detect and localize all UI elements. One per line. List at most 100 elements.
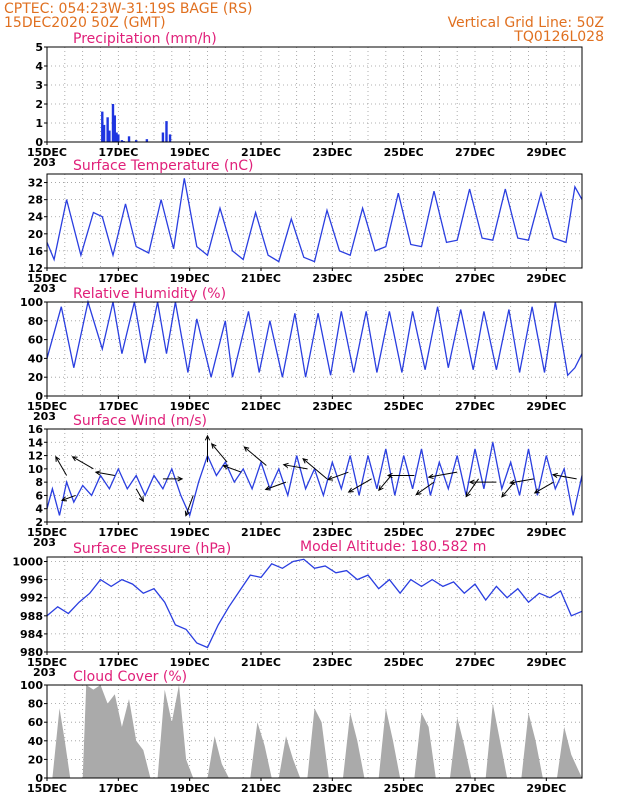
pres-ytick-label: 984 xyxy=(20,628,43,641)
wind-arrow xyxy=(416,481,435,495)
wind-arrow-head xyxy=(222,464,229,470)
wind-frame xyxy=(46,428,583,523)
cloud-xtick-label: 29DEC xyxy=(526,782,566,795)
precip-title: Precipitation (mm/h) xyxy=(73,31,217,47)
temp-xtick-label: 29DEC xyxy=(526,272,566,285)
wind-title: Surface Wind (m/s) xyxy=(73,413,207,429)
wind-xtick-label: 17DEC xyxy=(98,526,138,539)
wind-arrow xyxy=(61,494,76,501)
pres-title: Surface Pressure (hPa) xyxy=(73,541,231,557)
wind-arrow-head xyxy=(465,491,471,498)
pres-xtick-label: 17DEC xyxy=(98,656,138,669)
cloud-frame xyxy=(46,684,583,779)
wind-ytick-label: 4 xyxy=(35,503,43,516)
wind-ytick-label: 14 xyxy=(28,436,44,449)
wind-arrow xyxy=(378,475,392,491)
wind-cut-label: 203 xyxy=(33,536,56,549)
pres-ytick-label: 988 xyxy=(20,610,43,623)
precip-bar xyxy=(161,132,165,142)
temp-title: Surface Temperature (nC) xyxy=(73,158,254,174)
temp-ytick-label: 20 xyxy=(28,228,44,241)
rh-ytick-label: 100 xyxy=(20,296,43,309)
wind-xtick-label: 27DEC xyxy=(455,526,495,539)
precip-xtick-label: 25DEC xyxy=(384,146,424,159)
cloud-xtick-label: 17DEC xyxy=(98,782,138,795)
temp-xtick-label: 25DEC xyxy=(384,272,424,285)
rh-xtick-label: 25DEC xyxy=(384,400,424,413)
wind-arrow-head xyxy=(138,496,144,503)
wind-arrow-head xyxy=(302,458,309,464)
wind-arrow-head xyxy=(264,485,271,491)
cloud-ytick-label: 40 xyxy=(28,735,44,748)
pres-frame xyxy=(46,556,583,653)
wind-arrow xyxy=(302,458,328,480)
wind-arrow xyxy=(223,465,242,473)
wind-arrow xyxy=(327,471,349,481)
wind-xtick-label: 23DEC xyxy=(312,526,352,539)
precip-bar xyxy=(111,104,115,142)
precip-xtick-label: 23DEC xyxy=(312,146,352,159)
precip-bar xyxy=(145,139,149,142)
temp-frame xyxy=(46,173,583,269)
wind-arrow xyxy=(55,456,68,476)
pres-xtick-label: 25DEC xyxy=(384,656,424,669)
wind-arrow-head xyxy=(551,472,558,478)
pres-xtick-label: 15DEC xyxy=(27,656,67,669)
precip-panel: Precipitation (mm/h) 0 1 2 3 4 5 15DEC 17DEC 19DE… xyxy=(27,31,583,169)
rh-ytick-label: 80 xyxy=(28,315,44,328)
temp-ytick-label: 24 xyxy=(28,211,44,224)
model-altitude: Model Altitude: 180.582 m xyxy=(300,539,486,555)
precip-bar xyxy=(127,136,131,142)
pres-xtick-label: 27DEC xyxy=(455,656,495,669)
temp-ytick-label: 16 xyxy=(28,245,44,258)
temp-xtick-label: 19DEC xyxy=(170,272,210,285)
wind-arrow-head xyxy=(94,470,101,476)
precip-ytick-label: 3 xyxy=(35,79,43,92)
wind-ytick-label: 2 xyxy=(35,516,43,529)
wind-arrow-head xyxy=(427,473,434,480)
wind-arrow-head xyxy=(347,487,354,493)
rh-xtick-label: 21DEC xyxy=(241,400,281,413)
pres-panel: Surface Pressure (hPa) 980 984 988 992 996 100… xyxy=(12,541,583,679)
precip-xtick-label: 21DEC xyxy=(241,146,281,159)
wind-arrow xyxy=(243,446,267,466)
rh-series-line xyxy=(46,299,583,378)
wind-arrow xyxy=(501,481,515,498)
cloud-xtick-label: 25DEC xyxy=(384,782,424,795)
wind-xtick-label: 25DEC xyxy=(384,526,424,539)
wind-arrow-head xyxy=(468,479,475,485)
precip-ytick-label: 1 xyxy=(35,117,43,130)
temp-xtick-label: 21DEC xyxy=(241,272,281,285)
rh-xtick-label: 15DEC xyxy=(27,400,67,413)
cloud-xtick-label: 27DEC xyxy=(455,782,495,795)
rh-xtick-label: 19DEC xyxy=(170,400,210,413)
rh-ytick-label: 60 xyxy=(28,334,44,347)
temp-ytick-label: 12 xyxy=(28,262,43,275)
temp-xtick-label: 15DEC xyxy=(27,272,67,285)
rh-ytick-label: 20 xyxy=(28,371,44,384)
cloud-ytick-label: 0 xyxy=(35,772,43,785)
temp-cut-label: 203 xyxy=(33,282,56,295)
pres-xtick-label: 29DEC xyxy=(526,656,566,669)
wind-ytick-label: 10 xyxy=(28,463,44,476)
rh-panel: Relative Humidity (%) 0 20 40 60 80 100 15DEC 17… xyxy=(20,286,583,423)
wind-arrow-head xyxy=(55,455,61,462)
precip-xtick-label: 27DEC xyxy=(455,146,495,159)
precip-bar xyxy=(113,115,116,142)
precip-bar xyxy=(117,134,120,142)
wind-arrow-head xyxy=(282,462,289,469)
pres-ytick-label: 980 xyxy=(20,646,43,659)
rh-cut-label: 203 xyxy=(33,410,56,423)
cloud-ytick-label: 20 xyxy=(28,753,44,766)
wind-arrow xyxy=(135,488,144,502)
wind-arrow-head xyxy=(509,479,516,485)
precip-bar xyxy=(168,134,172,142)
pres-xtick-label: 23DEC xyxy=(312,656,352,669)
rh-ytick-label: 0 xyxy=(35,390,43,403)
wind-ytick-label: 16 xyxy=(28,423,44,436)
wind-arrow xyxy=(283,464,308,470)
wind-arrow-head xyxy=(210,442,217,449)
wind-arrow-head xyxy=(60,496,68,502)
cloud-xtick-label: 23DEC xyxy=(312,782,352,795)
